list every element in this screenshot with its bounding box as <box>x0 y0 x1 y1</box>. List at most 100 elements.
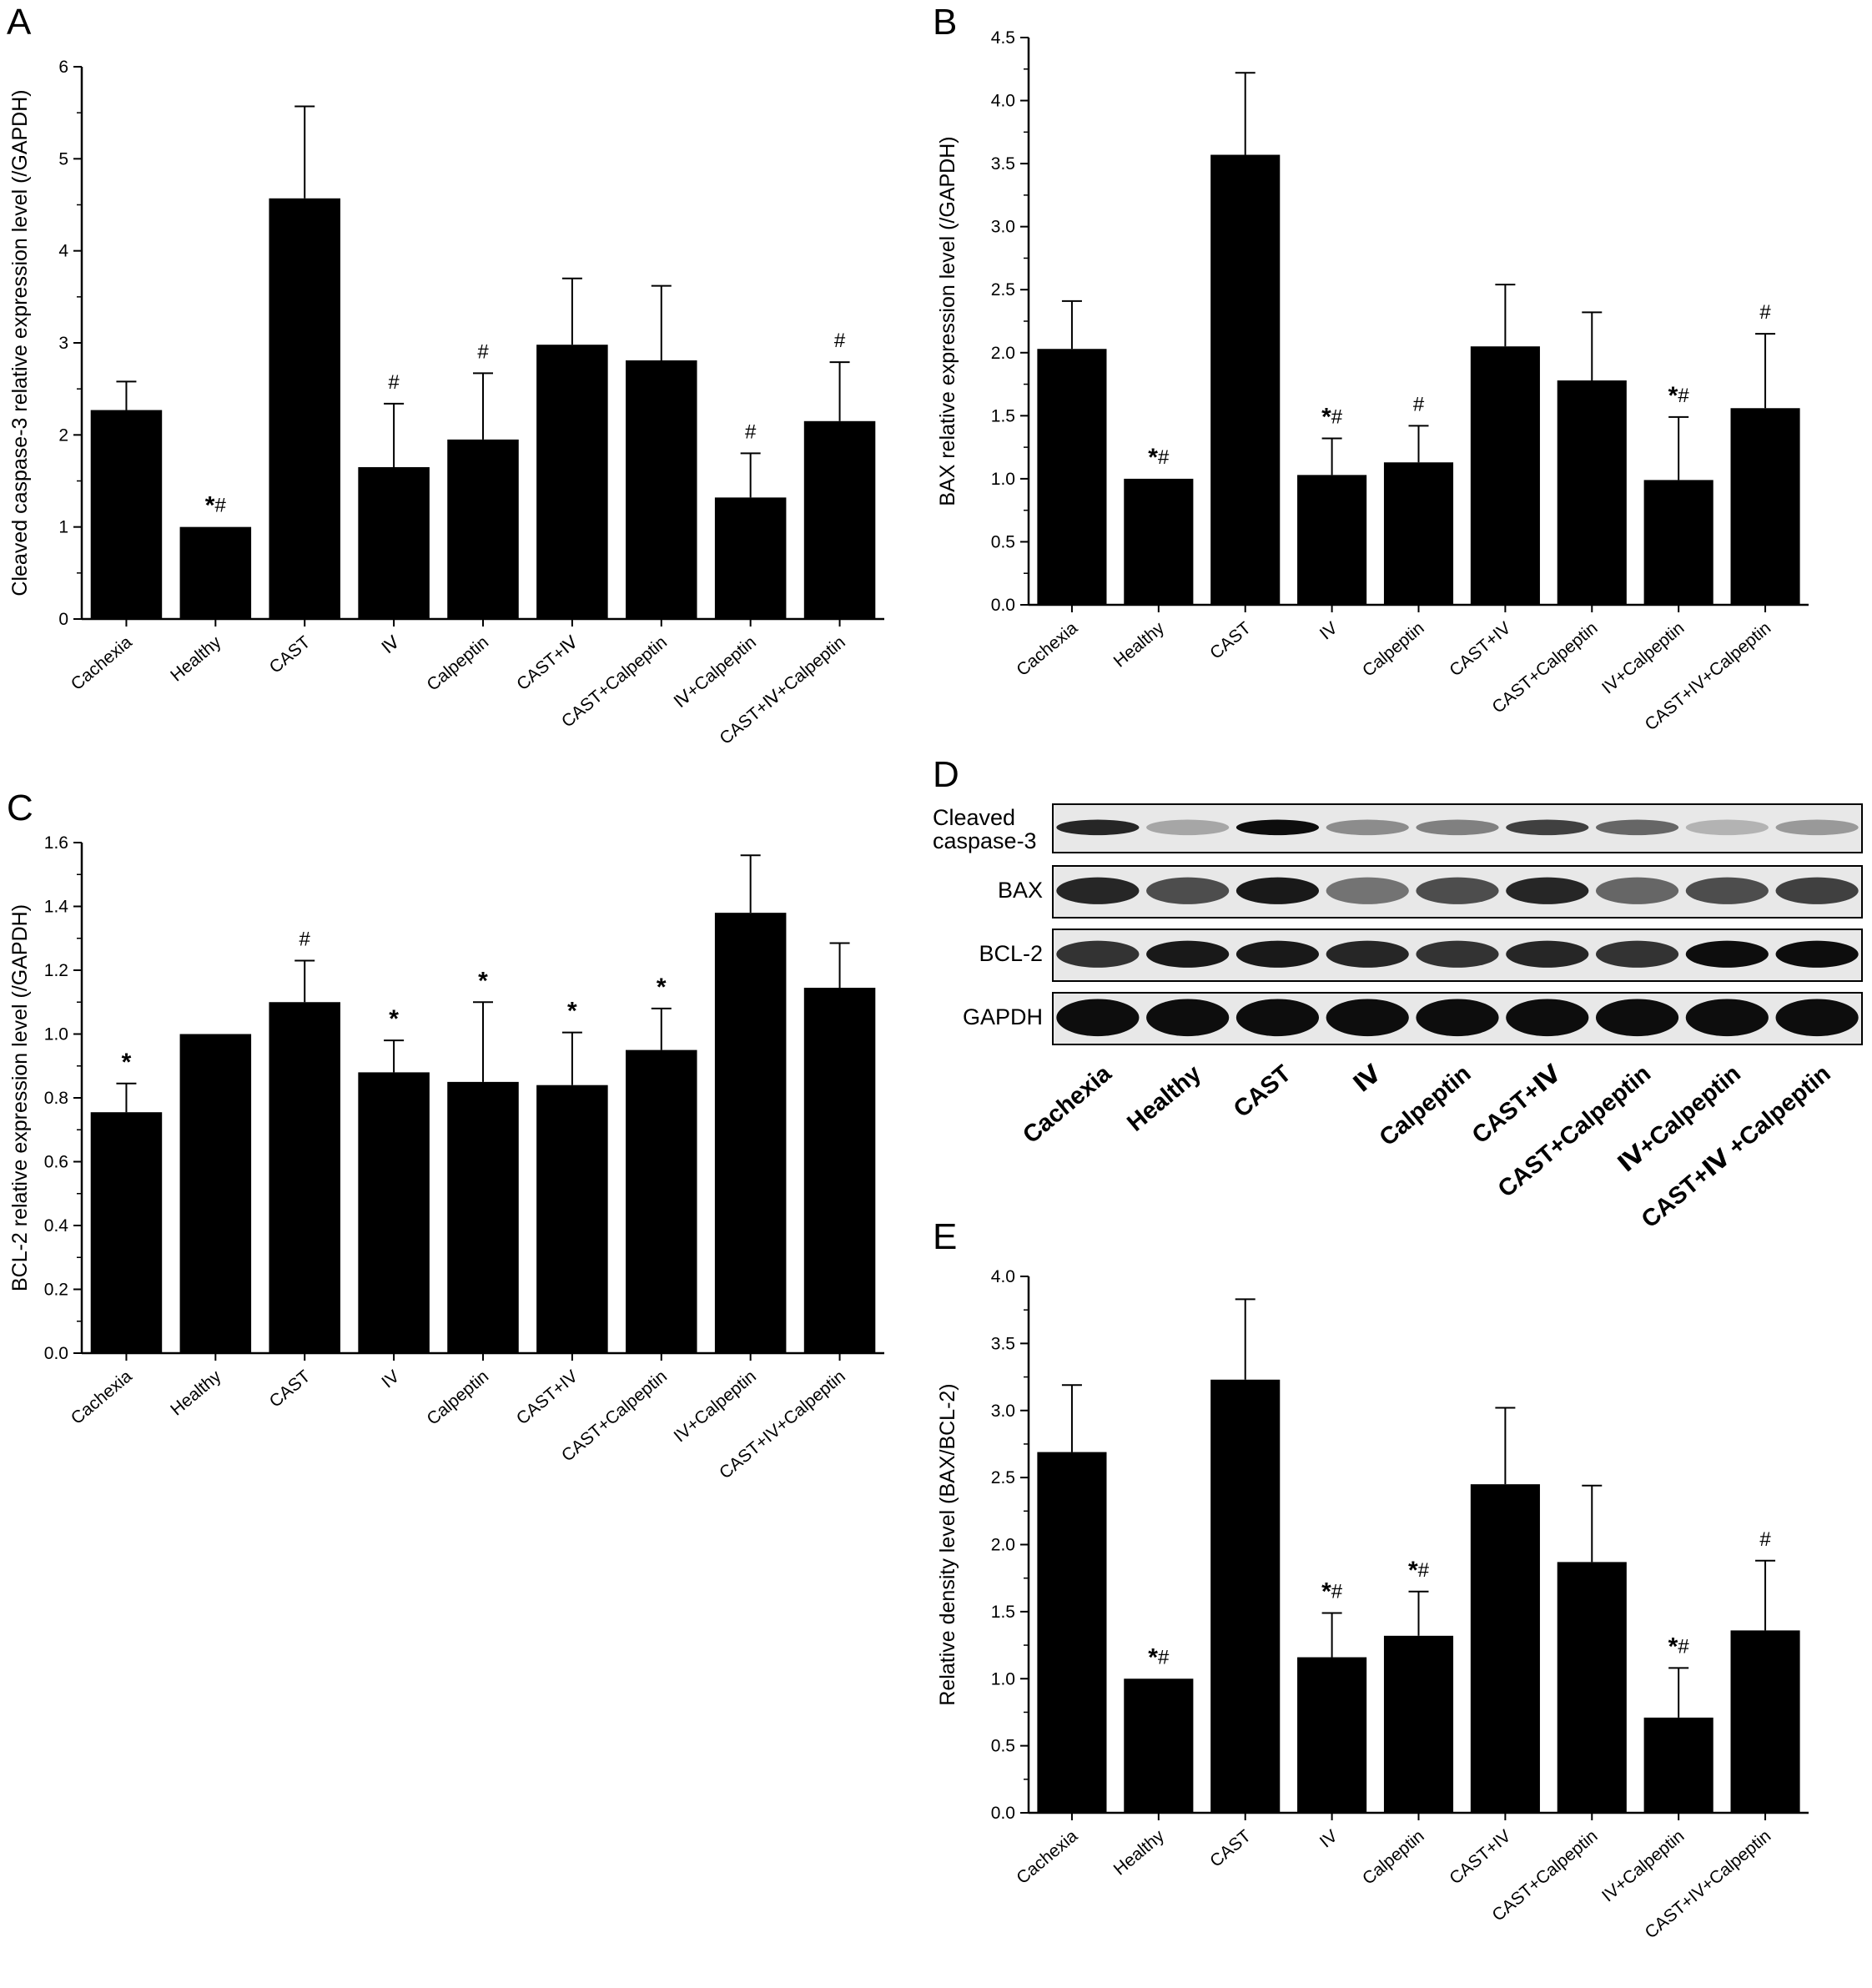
x-category-label: IV+Calpeptin <box>1598 1826 1688 1905</box>
bar <box>1297 1657 1367 1813</box>
bar <box>179 526 252 619</box>
x-category-label: CAST <box>266 632 315 677</box>
x-category-label: Cachexia <box>68 632 136 694</box>
x-category-label: Calpeptin <box>423 632 492 695</box>
y-tick-label: 0.5 <box>991 1737 1015 1756</box>
y-tick-label: 4.5 <box>991 28 1015 48</box>
y-tick-label: 3.5 <box>991 1334 1015 1353</box>
blot-band <box>1326 999 1409 1037</box>
y-tick-label: 4 <box>58 242 68 261</box>
blot-band <box>1685 999 1769 1037</box>
bar <box>1730 1630 1800 1813</box>
y-tick-label: 1.2 <box>44 961 68 980</box>
significance-mark: # <box>1759 1528 1771 1551</box>
significance-mark: *# <box>1148 1643 1170 1671</box>
y-tick-label: 0.4 <box>44 1216 69 1236</box>
bar <box>803 420 876 619</box>
significance-mark: *# <box>1668 382 1690 410</box>
y-tick-label: 4.0 <box>991 92 1015 111</box>
significance-mark: # <box>477 340 489 363</box>
x-category-label: Ⅳ <box>379 632 404 657</box>
x-category-label: IV+Calpeptin <box>1598 618 1688 697</box>
bar <box>447 439 519 619</box>
y-tick-label: 4.0 <box>991 1267 1015 1286</box>
bar <box>1037 1452 1107 1813</box>
blot-band <box>1416 877 1499 904</box>
x-category-label: CAST <box>1206 618 1255 663</box>
blot-row-label: BCL-2 <box>979 941 1043 966</box>
blot-band <box>1056 819 1140 836</box>
blot-band <box>1146 999 1230 1037</box>
blot-band <box>1685 819 1769 836</box>
x-category-label: Calpeptin <box>423 1366 492 1429</box>
bar <box>1124 1678 1194 1813</box>
y-tick-label: 0.5 <box>991 532 1015 551</box>
bar <box>179 1034 252 1353</box>
bar <box>1037 349 1107 605</box>
x-category-label: IV <box>1316 618 1341 643</box>
panel-letter-c: C <box>7 788 33 828</box>
bar <box>1383 462 1454 605</box>
bar <box>1210 1379 1281 1813</box>
blot-band <box>1326 877 1409 904</box>
chart-b: 0.0 0.5 1.0 1.5 2.0 2.5 3.0 3.5 4.0 4.5 BAX relati… <box>936 28 1809 734</box>
blot-band <box>1595 940 1679 968</box>
x-category-label: CAST+IV <box>513 1366 581 1428</box>
y-tick-label: 0.0 <box>991 1804 1015 1823</box>
bar <box>90 410 163 619</box>
y-tick-label: 1.0 <box>991 470 1015 489</box>
y-tick-label: 0.8 <box>44 1089 68 1108</box>
blot-lane-label: CAST+Calpeptin <box>1493 1060 1656 1203</box>
blot-band <box>1235 819 1320 836</box>
blot-band <box>1235 999 1320 1037</box>
bar <box>1643 480 1713 605</box>
y-tick-label: 0.0 <box>991 596 1015 615</box>
y-tick-label: 1 <box>58 518 68 537</box>
bar <box>1124 478 1194 605</box>
significance-mark: # <box>1759 301 1771 324</box>
x-category-label: CAST <box>1206 1826 1255 1871</box>
blot-lane-label: Ⅳ <box>1349 1060 1386 1098</box>
significance-mark: *# <box>1408 1557 1430 1584</box>
blot-band <box>1506 999 1589 1037</box>
y-tick-label: 2.5 <box>991 280 1015 299</box>
x-category-label: Healthy <box>167 632 225 686</box>
significance-mark: # <box>299 929 311 951</box>
bar <box>90 1112 163 1353</box>
blot-band <box>1146 940 1230 968</box>
bar <box>1210 154 1281 606</box>
panel-letter-b: B <box>933 2 958 43</box>
bar <box>536 345 608 619</box>
x-category-label: Healthy <box>1110 1826 1169 1880</box>
x-category-label: CAST+IV <box>1446 618 1514 680</box>
bar <box>626 1049 697 1353</box>
y-tick-label: 1.4 <box>44 898 69 917</box>
y-tick-label: 0.2 <box>44 1281 68 1300</box>
y-axis-label: Cleaved caspase-3 relative expression le… <box>8 89 32 596</box>
y-tick-label: 5 <box>58 149 68 169</box>
x-category-label: CAST <box>266 1366 315 1412</box>
bar <box>714 497 787 619</box>
x-category-label: Cachexia <box>1013 1826 1081 1888</box>
y-tick-label: 0.6 <box>44 1153 68 1172</box>
blot-row-label: GAPDH <box>962 1004 1043 1029</box>
blot-band <box>1775 940 1859 968</box>
bar <box>1557 1562 1627 1813</box>
panel-letter-e: E <box>933 1216 958 1257</box>
bar <box>1643 1717 1713 1813</box>
x-category-label: Healthy <box>1110 618 1169 672</box>
blot-band <box>1775 877 1859 904</box>
y-tick-label: 2.0 <box>991 344 1015 363</box>
x-category-label: IV+Calpeptin <box>671 1366 760 1446</box>
x-category-label: Cachexia <box>68 1366 136 1428</box>
y-tick-label: 1.6 <box>44 833 68 853</box>
panel-letter-a: A <box>7 2 32 43</box>
blot-row-label: Cleaved caspase-3 <box>933 805 1037 854</box>
x-category-label: Calpeptin <box>1359 618 1428 681</box>
bar <box>1470 346 1540 605</box>
blot-band <box>1056 877 1140 904</box>
significance-mark: * <box>567 998 577 1025</box>
bar <box>269 1002 340 1353</box>
bar <box>1557 380 1627 605</box>
blot-band <box>1506 877 1589 904</box>
